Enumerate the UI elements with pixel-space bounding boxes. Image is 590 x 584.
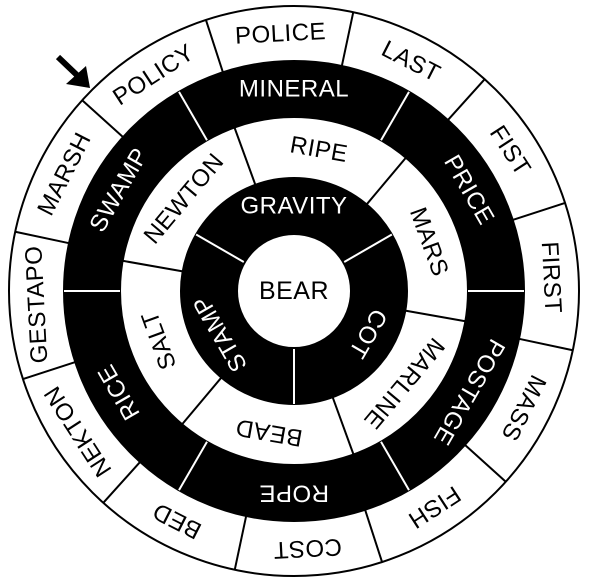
arrow-pointer-icon	[55, 54, 90, 88]
divider-outer-4	[518, 337, 573, 352]
divider-third-5	[178, 91, 208, 141]
segment-dividers	[15, 12, 573, 570]
divider-outer-5	[464, 444, 507, 483]
divider-outer-6	[364, 509, 384, 563]
divider-outer-11	[81, 99, 124, 138]
divider-second-1	[405, 309, 466, 323]
center-circle: BEAR	[236, 233, 352, 349]
divider-second-5	[233, 127, 257, 186]
divider-second-4	[122, 259, 183, 273]
divider-second-3	[181, 376, 223, 425]
divider-third-3	[178, 441, 208, 491]
divider-outer-3	[512, 201, 566, 221]
segment-label-gestapo: GESTAPO	[20, 245, 53, 364]
segment-label-first: FIRST	[536, 241, 567, 314]
divider-outer-10	[15, 230, 70, 245]
divider-outer-9	[22, 361, 76, 381]
divider-outer-7	[233, 515, 248, 570]
segment-label-cost: COST	[272, 533, 342, 564]
divider-third-2	[380, 441, 410, 491]
segment-label-police: POLICE	[234, 18, 326, 50]
divider-third-0	[380, 91, 410, 141]
divider-second-2	[331, 396, 355, 455]
segment-label-gravity: GRAVITY	[240, 193, 347, 220]
divider-outer-0	[204, 19, 224, 73]
segment-label-rope: ROPE	[259, 480, 329, 507]
divider-inner-0	[342, 233, 393, 264]
divider-inner-2	[195, 233, 246, 264]
divider-outer-1	[340, 12, 355, 67]
divider-outer-8	[102, 461, 141, 504]
divider-second-0	[365, 157, 407, 206]
center-label: BEAR	[259, 277, 329, 305]
segment-label-mineral: MINERAL	[239, 76, 349, 103]
divider-outer-2	[447, 78, 486, 121]
